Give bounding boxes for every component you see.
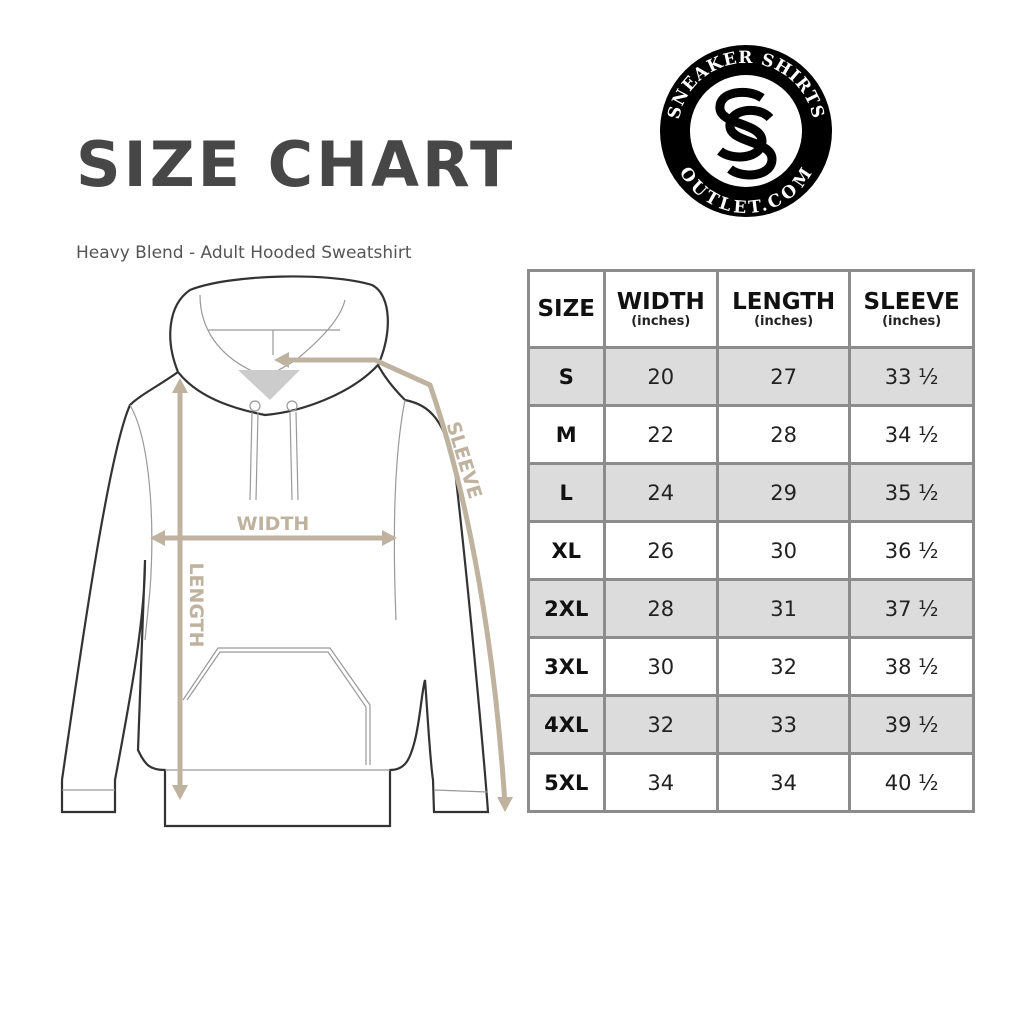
logo-monogram [715,87,777,180]
cell-length: 34 [715,752,852,813]
product-subtitle: Heavy Blend - Adult Hooded Sweatshirt [76,243,412,263]
cell-size: L [527,462,606,523]
cell-sleeve: 37 ½ [848,578,975,639]
table-header-row: SIZE WIDTH (inches) LENGTH (inches) SLEEVE… [527,269,975,349]
cell-length: 33 [715,694,852,755]
page-title: SIZE CHART [76,128,516,201]
cell-size: 4XL [527,694,606,755]
hoodie-outline [60,275,490,828]
cell-width: 34 [602,752,719,813]
table-row: L 24 29 35 ½ [527,462,975,523]
cell-size: 3XL [527,636,606,697]
arrowheads [150,352,513,812]
hood-lining [238,370,300,400]
cell-width: 26 [602,520,719,581]
cell-sleeve: 36 ½ [848,520,975,581]
cell-sleeve: 34 ½ [848,404,975,465]
header-size: SIZE [527,269,606,349]
table-row: M 22 28 34 ½ [527,404,975,465]
measure-arrows [152,357,508,808]
cell-size: 2XL [527,578,606,639]
size-table: SIZE WIDTH (inches) LENGTH (inches) SLEEVE… [527,269,975,813]
cell-length: 31 [715,578,852,639]
cell-sleeve: 35 ½ [848,462,975,523]
sleeve-label: SLEEVE [442,419,486,501]
width-label: WIDTH [237,513,310,535]
length-label: LENGTH [185,562,207,647]
header-width: WIDTH (inches) [602,269,719,349]
cell-length: 28 [715,404,852,465]
table-row: 3XL 30 32 38 ½ [527,636,975,697]
table-row: 4XL 32 33 39 ½ [527,694,975,755]
cell-length: 30 [715,520,852,581]
cell-sleeve: 40 ½ [848,752,975,813]
table-row: XL 26 30 36 ½ [527,520,975,581]
cell-length: 27 [715,346,852,407]
cell-size: 5XL [527,752,606,813]
cell-size: M [527,404,606,465]
cell-width: 28 [602,578,719,639]
cell-size: S [527,346,606,407]
header-sleeve: SLEEVE (inches) [848,269,975,349]
hoodie-inner-lines [62,294,489,793]
cell-sleeve: 33 ½ [848,346,975,407]
cell-sleeve: 38 ½ [848,636,975,697]
cell-width: 32 [602,694,719,755]
table-row: 2XL 28 31 37 ½ [527,578,975,639]
table-row: S 20 27 33 ½ [527,346,975,407]
brand-logo: SNEAKER SHIRTS OUTLET.COM [660,45,832,218]
cell-sleeve: 39 ½ [848,694,975,755]
cell-width: 30 [602,636,719,697]
table-row: 5XL 34 34 40 ½ [527,752,975,813]
cell-length: 32 [715,636,852,697]
cell-width: 22 [602,404,719,465]
cell-width: 24 [602,462,719,523]
cell-size: XL [527,520,606,581]
cell-length: 29 [715,462,852,523]
header-length: LENGTH (inches) [715,269,852,349]
sleeve-arrow [277,357,508,808]
cell-width: 20 [602,346,719,407]
